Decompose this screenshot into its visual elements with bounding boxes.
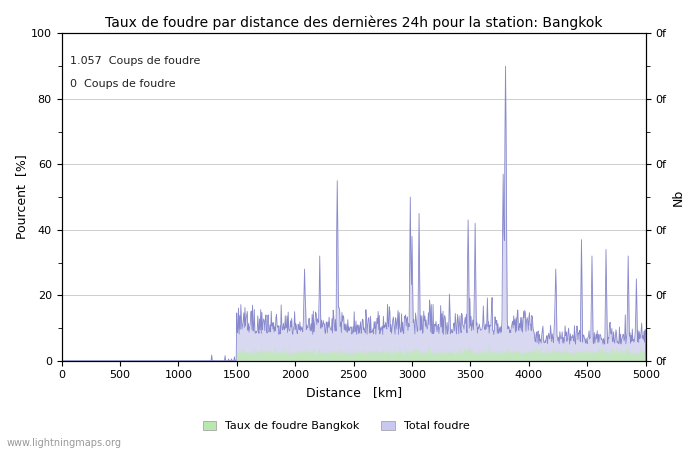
X-axis label: Distance   [km]: Distance [km] xyxy=(305,386,402,399)
Y-axis label: Pourcent  [%]: Pourcent [%] xyxy=(15,155,28,239)
Text: 0  Coups de foudre: 0 Coups de foudre xyxy=(70,79,176,89)
Text: 1.057  Coups de foudre: 1.057 Coups de foudre xyxy=(70,56,201,66)
Y-axis label: Nb: Nb xyxy=(672,189,685,206)
Legend: Taux de foudre Bangkok, Total foudre: Taux de foudre Bangkok, Total foudre xyxy=(198,416,474,436)
Text: www.lightningmaps.org: www.lightningmaps.org xyxy=(7,438,122,448)
Title: Taux de foudre par distance des dernières 24h pour la station: Bangkok: Taux de foudre par distance des dernière… xyxy=(105,15,603,30)
